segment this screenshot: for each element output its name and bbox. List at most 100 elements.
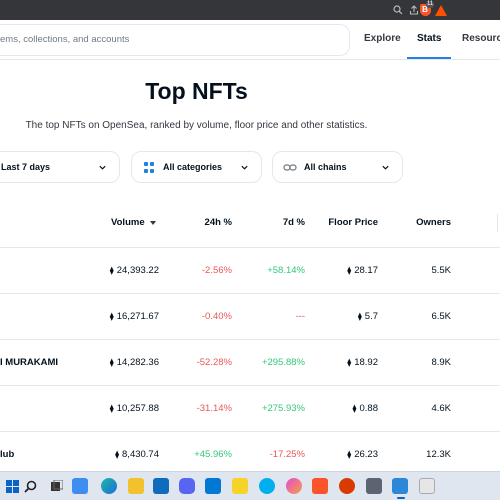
- share-icon[interactable]: [407, 3, 421, 17]
- page-subtitle: The top NFTs on OpenSea, ranked by volum…: [25, 120, 368, 131]
- owners-cell: 5.5K: [431, 265, 451, 276]
- browser-toolbar: B 11: [0, 0, 500, 20]
- category-filter-label: All categories: [163, 162, 223, 172]
- volume-cell-value: 10,257.88: [116, 403, 159, 414]
- change-7d-cell: +295.88%: [261, 357, 305, 368]
- photos-icon[interactable]: [392, 478, 408, 494]
- active-app-indicator: [397, 497, 405, 499]
- category-filter-dropdown[interactable]: All categories: [131, 151, 262, 183]
- search-input[interactable]: ems, collections, and accounts: [0, 24, 350, 56]
- brave-icon[interactable]: [312, 478, 328, 494]
- nav-resources[interactable]: Resource: [462, 33, 500, 44]
- chain-filter-label: All chains: [304, 162, 347, 172]
- widgets-icon[interactable]: [72, 478, 88, 494]
- change-7d-cell: -17.25%: [269, 449, 305, 460]
- volume-cell: ⧫ 14,282.36: [110, 357, 159, 368]
- column-header-volume[interactable]: Volume: [111, 217, 145, 228]
- volume-cell: ⧫ 16,271.67: [110, 311, 159, 322]
- floor-price-cell: ⧫ 5.7: [358, 311, 378, 322]
- volume-cell-value: 24,393.22: [116, 265, 159, 276]
- volume-cell: ⧫ 10,257.88: [110, 403, 159, 414]
- table-row[interactable]: ⧫ 24,393.22 -2.56% +58.14% ⧫ 28.17 5.5K: [0, 247, 500, 293]
- chevron-down-icon: [99, 165, 106, 170]
- eth-icon: ⧫: [352, 404, 357, 413]
- table-row[interactable]: ⧫ 16,271.67 -0.40% --- ⧫ 5.7 6.5K: [0, 293, 500, 339]
- change-7d-cell: +275.93%: [261, 403, 305, 414]
- floor-price-cell: ⧫ 0.88: [353, 403, 378, 414]
- eth-icon: ⧫: [115, 450, 120, 459]
- change-7d-cell: ---: [295, 311, 306, 322]
- floor-price-cell-value: 0.88: [359, 403, 379, 414]
- owners-cell: 12.3K: [426, 449, 451, 460]
- chain-filter-dropdown[interactable]: All chains: [272, 151, 403, 183]
- floor-price-cell-value: 18.92: [354, 357, 378, 368]
- edge-icon[interactable]: [101, 478, 117, 494]
- shield-count-badge: 11: [426, 1, 435, 8]
- volume-cell-value: 14,282.36: [116, 357, 159, 368]
- discord-icon[interactable]: [179, 478, 195, 494]
- floor-price-cell-value: 28.17: [354, 265, 378, 276]
- period-filter-dropdown[interactable]: Last 7 days: [0, 151, 120, 183]
- collection-name: lub: [0, 449, 15, 460]
- windows-taskbar: [0, 471, 500, 500]
- page-title: Top NFTs: [145, 78, 248, 104]
- skype-icon[interactable]: [259, 478, 275, 494]
- period-filter-label: Last 7 days: [1, 162, 51, 172]
- chevron-down-icon: [241, 165, 248, 170]
- change-24h-cell: -2.56%: [201, 265, 232, 276]
- windows-start-icon[interactable]: [4, 478, 20, 494]
- brave-rewards-icon[interactable]: [434, 3, 448, 17]
- paint-icon[interactable]: [286, 478, 302, 494]
- office-icon[interactable]: [339, 478, 355, 494]
- zoom-icon[interactable]: [391, 3, 405, 17]
- volume-cell-value: 8,430.74: [122, 449, 159, 460]
- owners-cell: 8.9K: [431, 357, 451, 368]
- table-row[interactable]: lub ⧫ 8,430.74 +45.96% -17.25% ⧫ 26.23 12.3K: [0, 431, 500, 477]
- category-grid-icon: [144, 162, 155, 173]
- task-view-icon[interactable]: [48, 478, 64, 494]
- change-24h-cell: -31.14%: [196, 403, 232, 414]
- eth-icon: ⧫: [347, 358, 352, 367]
- eth-icon: ⧫: [109, 266, 114, 275]
- column-header-7d[interactable]: 7d %: [282, 217, 305, 228]
- eth-icon: ⧫: [109, 312, 114, 321]
- eth-icon: ⧫: [347, 450, 352, 459]
- floor-price-cell: ⧫ 18.92: [347, 357, 378, 368]
- site-header: ems, collections, and accounts Explore S…: [0, 20, 500, 60]
- sort-down-icon[interactable]: [150, 221, 156, 225]
- active-nav-indicator: [407, 57, 451, 59]
- floor-price-cell-value: 5.7: [364, 311, 378, 322]
- column-header-owners[interactable]: Owners: [416, 217, 451, 228]
- change-24h-cell: +45.96%: [194, 449, 232, 460]
- camera-icon[interactable]: [366, 478, 382, 494]
- owners-cell: 6.5K: [431, 311, 451, 322]
- column-header-floor-price[interactable]: Floor Price: [328, 217, 378, 228]
- eth-icon: ⧫: [347, 266, 352, 275]
- nav-explore[interactable]: Explore: [364, 33, 401, 44]
- table-row[interactable]: I MURAKAMI ⧫ 14,282.36 -52.28% +295.88% ⧫ 18.9…: [0, 339, 500, 385]
- file-explorer-icon[interactable]: [128, 478, 144, 494]
- search-placeholder: ems, collections, and accounts: [0, 34, 130, 45]
- floor-price-cell: ⧫ 26.23: [347, 449, 378, 460]
- volume-cell-value: 16,271.67: [116, 311, 159, 322]
- floor-price-cell-value: 26.23: [354, 449, 378, 460]
- snipping-tool-icon[interactable]: [419, 478, 435, 494]
- column-header-24h[interactable]: 24h %: [204, 217, 232, 228]
- floor-price-cell: ⧫ 28.17: [347, 265, 378, 276]
- owners-cell: 4.6K: [431, 403, 451, 414]
- vscode-icon[interactable]: [205, 478, 221, 494]
- change-24h-cell: -0.40%: [201, 311, 232, 322]
- table-row[interactable]: ⧫ 10,257.88 -31.14% +275.93% ⧫ 0.88 4.6K: [0, 385, 500, 431]
- volume-cell: ⧫ 8,430.74: [115, 449, 159, 460]
- eth-icon: ⧫: [109, 358, 114, 367]
- brave-shields-icon[interactable]: B 11: [418, 1, 435, 17]
- change-7d-cell: +58.14%: [267, 265, 305, 276]
- eth-icon: ⧫: [357, 312, 362, 321]
- chevron-down-icon: [382, 165, 389, 170]
- change-24h-cell: -52.28%: [196, 357, 232, 368]
- eth-icon: ⧫: [109, 404, 114, 413]
- mail-icon[interactable]: [153, 478, 169, 494]
- sticky-notes-icon[interactable]: [232, 478, 248, 494]
- search-icon[interactable]: [22, 478, 38, 494]
- nav-stats[interactable]: Stats: [417, 33, 442, 44]
